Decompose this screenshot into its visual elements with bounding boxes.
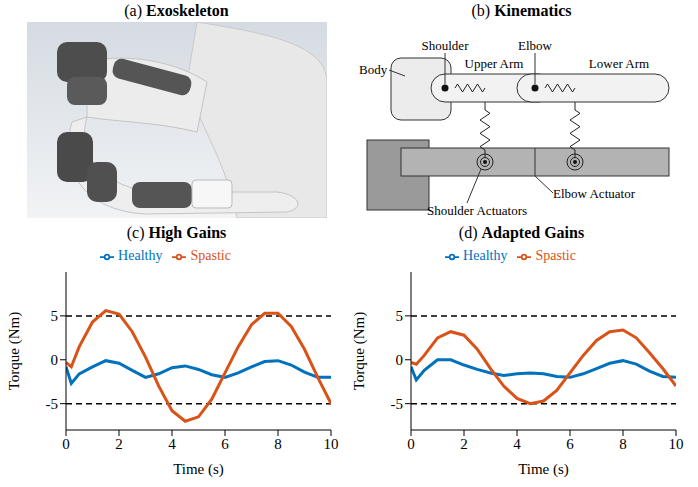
svg-text:6: 6	[566, 436, 574, 452]
svg-text:8: 8	[619, 436, 627, 452]
svg-text:Time (s): Time (s)	[173, 461, 224, 478]
svg-text:10: 10	[324, 436, 339, 452]
svg-text:4: 4	[513, 436, 521, 452]
svg-text:Shoulder Actuators: Shoulder Actuators	[427, 203, 527, 218]
html-text:Healthy: Healthy	[118, 248, 163, 263]
html-text:Spastic: Spastic	[535, 248, 576, 263]
svg-text:10: 10	[669, 436, 684, 452]
svg-text:6: 6	[221, 436, 229, 452]
svg-text:8: 8	[274, 436, 282, 452]
svg-text:Torque (Nm): Torque (Nm)	[6, 312, 23, 391]
html-text:(b) Kinematics: (b) Kinematics	[471, 2, 572, 19]
svg-text:Body: Body	[359, 62, 388, 77]
html-text:(c) High Gains: (c) High Gains	[126, 224, 227, 241]
svg-text:Time (s): Time (s)	[518, 461, 569, 478]
svg-text:0: 0	[396, 352, 404, 368]
svg-text:5: 5	[396, 308, 404, 324]
svg-text:2: 2	[460, 436, 468, 452]
svg-text:Torque (Nm): Torque (Nm)	[351, 312, 368, 391]
svg-text:Elbow Actuator: Elbow Actuator	[553, 186, 636, 201]
svg-text:Lower Arm: Lower Arm	[588, 56, 648, 71]
svg-text:0: 0	[407, 436, 415, 452]
html-text:Healthy: Healthy	[463, 248, 508, 263]
svg-text:-5: -5	[46, 396, 59, 412]
html-text:Spastic: Spastic	[190, 248, 231, 263]
svg-text:5: 5	[51, 308, 59, 324]
html-text:(a) Exoskeleton: (a) Exoskeleton	[124, 2, 229, 19]
svg-text:0: 0	[51, 352, 59, 368]
svg-text:Elbow: Elbow	[518, 38, 553, 53]
svg-text:2: 2	[115, 436, 123, 452]
svg-text:-5: -5	[391, 396, 404, 412]
svg-text:Upper Arm: Upper Arm	[464, 56, 523, 71]
svg-text:4: 4	[168, 436, 176, 452]
svg-text:0: 0	[62, 436, 70, 452]
svg-text:Shoulder: Shoulder	[421, 38, 469, 53]
html-text:(d) Adapted Gains: (d) Adapted Gains	[458, 224, 585, 241]
